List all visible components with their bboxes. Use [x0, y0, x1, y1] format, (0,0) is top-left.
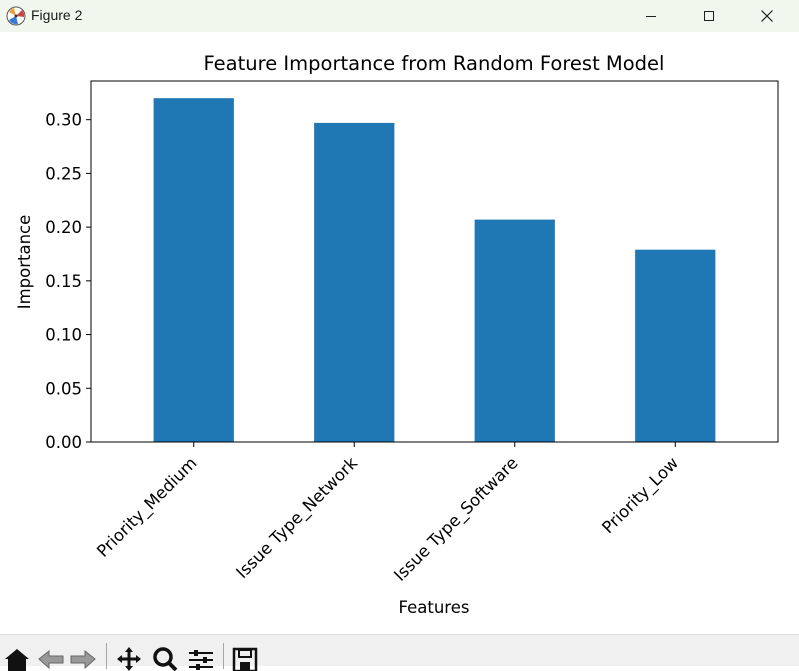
matplotlib-logo-icon [6, 6, 26, 26]
forward-icon[interactable] [68, 645, 98, 671]
close-button[interactable] [738, 0, 796, 32]
bar-priority-low [635, 249, 716, 442]
chart-title: Feature Importance from Random Forest Mo… [204, 52, 665, 75]
navigation-toolbar [0, 634, 799, 671]
x-tick-label: Priority_Medium [93, 453, 201, 561]
bar-issue-type-software [474, 219, 555, 442]
bar-priority-medium [153, 98, 234, 442]
toolbar-separator [223, 643, 224, 669]
zoom-icon[interactable] [150, 645, 180, 671]
pan-icon[interactable] [114, 645, 144, 671]
back-icon[interactable] [36, 645, 66, 671]
x-tick-label: Priority_Low [598, 453, 682, 537]
x-tick-label: Issue Type_Software [390, 453, 522, 585]
home-icon[interactable] [2, 645, 32, 671]
y-tick-label: 0.20 [45, 218, 82, 237]
figure-canvas: Feature Importance from Random Forest Mo… [0, 32, 799, 632]
y-axis: 0.00 0.05 0.10 0.15 0.20 0.25 0.30 [45, 111, 91, 452]
configure-subplots-icon[interactable] [186, 645, 216, 671]
maximize-icon [704, 11, 714, 21]
maximize-button[interactable] [680, 0, 738, 32]
x-tick-label: Issue Type_Network [232, 453, 362, 583]
bar-chart: Feature Importance from Random Forest Mo… [15, 52, 779, 617]
x-axis-label: Features [399, 598, 470, 617]
y-tick-label: 0.30 [45, 111, 82, 130]
toolbar-separator [106, 643, 107, 669]
y-tick-label: 0.15 [45, 272, 82, 291]
y-tick-label: 0.00 [45, 433, 82, 452]
y-tick-label: 0.10 [45, 326, 82, 345]
x-axis: Priority_Medium Issue Type_Network Issue T… [93, 442, 683, 585]
save-icon[interactable] [230, 645, 260, 671]
y-axis-label: Importance [15, 215, 34, 310]
window-titlebar: Figure 2 [0, 0, 799, 32]
bars-group [153, 98, 716, 442]
bar-issue-type-network [314, 122, 395, 442]
close-icon [761, 10, 773, 22]
window-title: Figure 2 [31, 7, 83, 23]
y-tick-label: 0.25 [45, 164, 82, 183]
minimize-button[interactable] [622, 0, 680, 32]
minimize-icon [646, 16, 656, 17]
y-tick-label: 0.05 [45, 379, 82, 398]
plot-frame [90, 80, 779, 443]
